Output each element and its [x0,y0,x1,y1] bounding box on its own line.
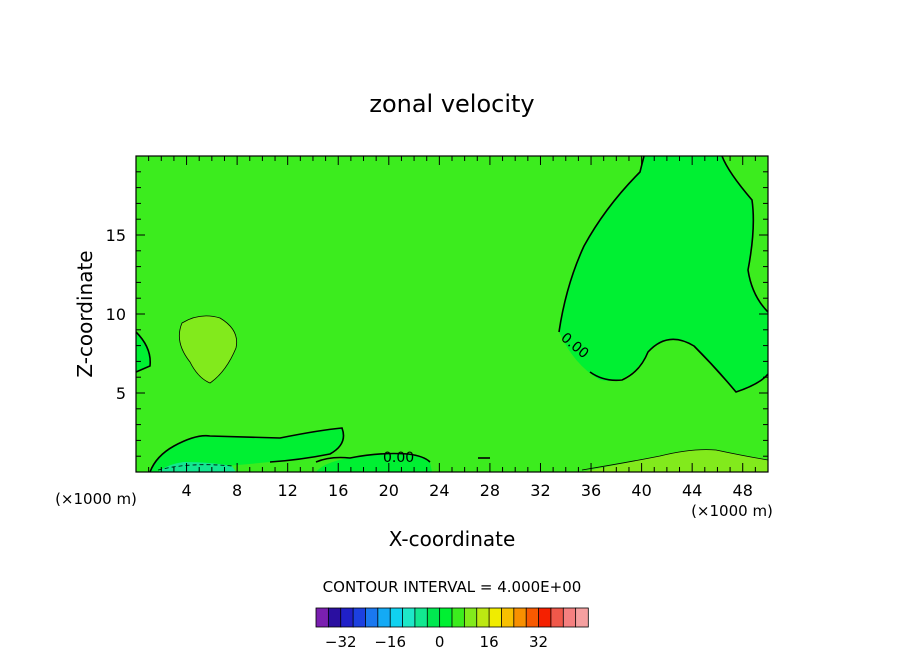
y-tick-label: 5 [116,384,126,403]
x-tick-label: 8 [232,481,242,500]
y-axis-label: Z-coordinate [73,250,97,377]
colorbar-tick-label: −16 [374,633,406,651]
region-more-negative-bottom [158,462,236,472]
x-tick-label: 4 [181,481,191,500]
colorbar-swatch [550,607,564,628]
colorbar-swatch [365,607,379,628]
region-negative-left-edge [136,332,151,372]
contour-line-zero-right-edge [721,156,768,313]
colorbar-swatch [352,607,367,628]
colorbar-swatch [377,607,391,628]
colorbar-swatch [327,607,342,628]
y-tick-label: 10 [106,305,126,324]
contour-line-left-edge [136,331,152,373]
colorbar-swatch [463,607,478,628]
colorbar-tick-label: 32 [529,633,548,651]
contour-line-bottom-right [581,449,768,471]
region-positive-left-blob [179,315,237,383]
contour-line-bottom-dashed [157,464,233,471]
colorbar-swatch [439,607,453,628]
colorbar-swatch [340,607,354,628]
contour-label-bottom: 0.00 [383,450,414,466]
x-unit-label-left: (×1000 m) [55,490,137,508]
y-tick-label: 15 [106,226,126,245]
x-tick-labels: 4 8 12 16 20 24 28 32 36 40 44 48 [181,481,752,500]
colorbar-tick-label: 16 [480,633,499,651]
colorbar-tick-labels: −32 −16 0 16 32 [325,633,548,651]
chart-title: zonal velocity [369,90,534,118]
contour-line-left-blob [178,315,238,384]
colorbar-swatch [451,607,466,628]
region-negative-east [559,156,768,392]
colorbar-swatch [414,607,428,628]
colorbar-swatch [476,607,490,628]
x-tick-label: 16 [328,481,348,500]
x-tick-label: 28 [480,481,500,500]
colorbar-swatch [525,607,540,628]
colorbar-swatch [315,607,330,628]
x-axis-label: X-coordinate [389,527,516,551]
x-tick-label: 48 [733,481,753,500]
region-negative-mid-bottom [316,453,432,472]
x-tick-label: 20 [379,481,399,500]
contour-line-mid-bottom [315,452,431,463]
region-positive-bottom-right [582,449,768,472]
x-unit-label-right: (×1000 m) [691,502,773,520]
x-tick-label: 24 [429,481,449,500]
axis-ticks [136,156,768,472]
x-tick-label: 12 [278,481,298,500]
colorbar-tick-label: 0 [435,633,445,651]
colorbar-swatch [488,607,503,628]
contour-line-zero-east-lower [589,338,768,393]
contour-line-zero-bottom [149,427,345,472]
y-tick-labels: 5 10 15 [106,226,126,403]
x-tick-label: 32 [530,481,550,500]
plot-area [136,156,768,472]
contour-interval-text: CONTOUR INTERVAL = 4.000E+00 [323,578,582,596]
colorbar-swatch [575,607,589,628]
x-tick-label: 44 [682,481,702,500]
colorbar-tick-label: −32 [325,633,357,651]
colorbar-swatch [402,607,416,628]
colorbar-swatch [538,607,552,628]
colorbar [315,607,589,628]
colorbar-swatch [562,607,577,628]
colorbar-swatch [513,607,527,628]
x-tick-label: 36 [581,481,601,500]
colorbar-swatch [501,607,515,628]
colorbar-swatch [426,607,441,628]
plot-frame [135,155,769,473]
contour-line-zero-east [558,156,645,333]
colorbar-swatch [389,607,404,628]
region-negative-bottom [150,428,344,472]
x-tick-label: 40 [631,481,651,500]
